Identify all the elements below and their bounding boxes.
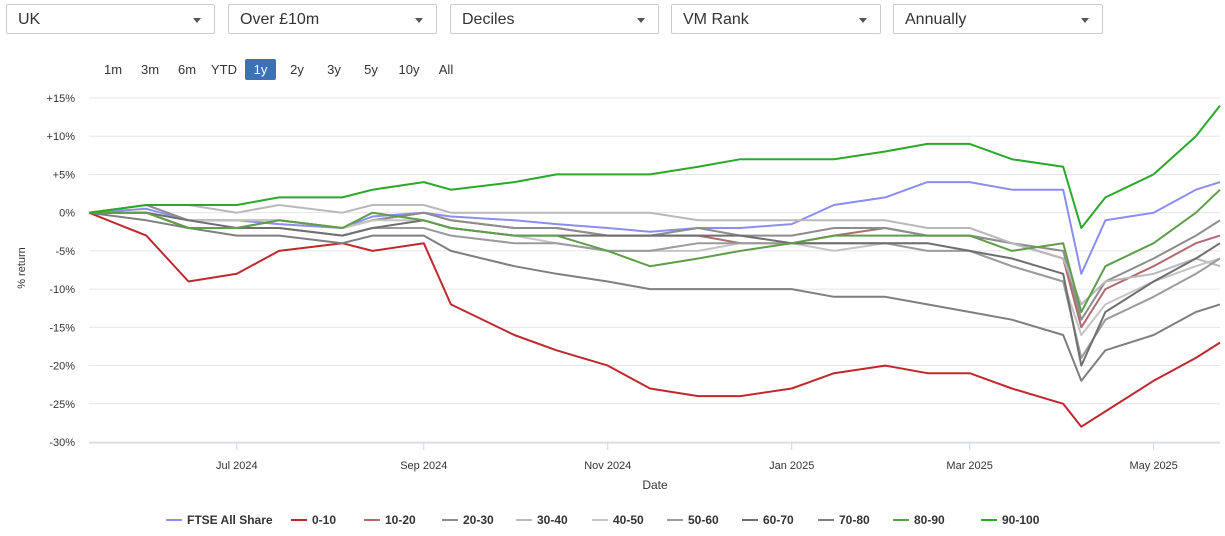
- rebalance-select-value: Annually: [905, 11, 967, 28]
- legend-label: 60-70: [763, 513, 794, 527]
- rank-select-value: VM Rank: [683, 11, 749, 28]
- legend-label: 0-10: [312, 513, 336, 527]
- legend-item-80-90[interactable]: 80-90: [893, 513, 945, 527]
- series-line-70-80[interactable]: [88, 211, 1221, 382]
- y-axis-ticks: +15% +10% +5% 0% -5% -10% -15% -20% -25% -30%: [47, 93, 76, 449]
- x-tick-label: Jan 2025: [769, 460, 814, 472]
- y-tick-label: -15%: [49, 322, 75, 334]
- chevron-down-icon: [1081, 18, 1089, 23]
- chart-legend: FTSE All Share 0-10 10-20 20-30 30-40 40-50 50…: [166, 513, 1040, 527]
- legend-item-ftse-all-share[interactable]: FTSE All Share: [166, 513, 273, 527]
- y-tick-label: +5%: [53, 169, 76, 181]
- series-line-60-70[interactable]: [89, 211, 1221, 367]
- y-tick-label: -10%: [49, 284, 75, 296]
- chevron-down-icon: [415, 18, 423, 23]
- series-line-90-100[interactable]: [88, 104, 1221, 229]
- range-button-3y[interactable]: 3y: [327, 62, 341, 77]
- range-button-1m[interactable]: 1m: [103, 62, 123, 77]
- y-tick-label: -25%: [49, 399, 75, 411]
- range-button-1y[interactable]: 1y: [245, 59, 276, 80]
- legend-label: 50-60: [688, 513, 719, 527]
- legend-item-20-30[interactable]: 20-30: [442, 513, 494, 527]
- legend-item-60-70[interactable]: 60-70: [742, 513, 794, 527]
- y-tick-label: 0%: [59, 208, 75, 220]
- series-lines: [88, 104, 1221, 428]
- grouping-select-value: Deciles: [462, 11, 515, 28]
- range-button-3m[interactable]: 3m: [140, 62, 160, 77]
- x-axis-label: Date: [642, 478, 668, 492]
- chevron-down-icon: [859, 18, 867, 23]
- chevron-down-icon: [637, 18, 645, 23]
- range-button-5y[interactable]: 5y: [364, 62, 378, 77]
- market-cap-select[interactable]: Over £10m: [228, 4, 437, 34]
- range-button-all[interactable]: All: [438, 62, 454, 77]
- legend-item-0-10[interactable]: 0-10: [291, 513, 336, 527]
- x-tick-label: May 2025: [1129, 460, 1177, 472]
- y-tick-label: -20%: [49, 361, 75, 373]
- legend-item-70-80[interactable]: 70-80: [818, 513, 870, 527]
- legend-label: FTSE All Share: [187, 513, 273, 527]
- y-tick-label: +10%: [47, 131, 76, 143]
- region-select[interactable]: UK: [6, 4, 215, 34]
- y-tick-label: -30%: [49, 437, 75, 449]
- market-cap-select-value: Over £10m: [240, 11, 320, 28]
- legend-label: 10-20: [385, 513, 416, 527]
- legend-label: 30-40: [537, 513, 568, 527]
- legend-item-10-20[interactable]: 10-20: [364, 513, 416, 527]
- range-button-6m[interactable]: 6m: [177, 62, 197, 77]
- y-axis-label: % return: [16, 247, 28, 289]
- x-tick-label: Jul 2024: [216, 460, 258, 472]
- series-line-0-10[interactable]: [88, 211, 1221, 428]
- x-tick-label: Nov 2024: [584, 460, 631, 472]
- rebalance-select[interactable]: Annually: [893, 4, 1103, 34]
- legend-item-90-100[interactable]: 90-100: [981, 513, 1040, 527]
- legend-label: 80-90: [914, 513, 945, 527]
- grouping-select[interactable]: Deciles: [450, 4, 659, 34]
- x-tick-label: Sep 2024: [400, 460, 447, 472]
- chevron-down-icon: [193, 18, 201, 23]
- legend-label: 40-50: [613, 513, 644, 527]
- legend-label: 20-30: [463, 513, 494, 527]
- y-tick-label: +15%: [47, 93, 76, 105]
- region-select-value: UK: [18, 11, 41, 28]
- legend-label: 90-100: [1002, 513, 1040, 527]
- legend-label: 70-80: [839, 513, 870, 527]
- range-button-10y[interactable]: 10y: [398, 62, 420, 77]
- y-tick-label: -5%: [55, 246, 75, 258]
- legend-item-40-50[interactable]: 40-50: [592, 513, 644, 527]
- legend-item-30-40[interactable]: 30-40: [516, 513, 568, 527]
- rank-select[interactable]: VM Rank: [671, 4, 881, 34]
- range-button-ytd[interactable]: YTD: [211, 62, 237, 77]
- series-line-80-90[interactable]: [89, 188, 1221, 313]
- range-button-2y[interactable]: 2y: [290, 62, 304, 77]
- x-tick-label: Mar 2025: [946, 460, 992, 472]
- x-axis-ticks: Jul 2024 Sep 2024 Nov 2024 Jan 2025 Mar 2025…: [216, 443, 1178, 472]
- legend-item-50-60[interactable]: 50-60: [667, 513, 719, 527]
